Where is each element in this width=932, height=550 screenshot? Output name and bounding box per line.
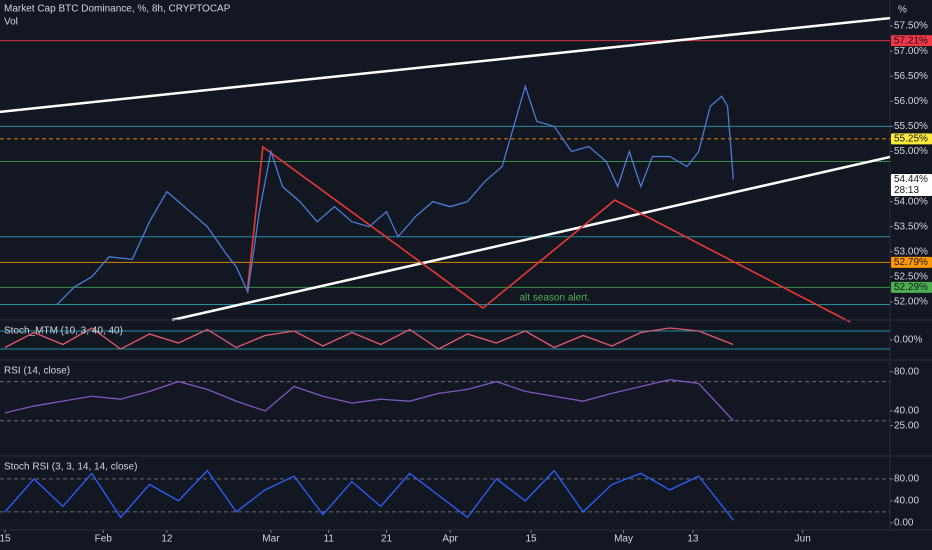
price-tag-label: 52.79% [894, 257, 928, 268]
panel-title: Market Cap BTC Dominance, %, 8h, CRYPTOC… [4, 4, 231, 15]
y-tick-label: 54.00% [894, 196, 928, 207]
trend-line [171, 155, 891, 322]
panel-title: Stoch RSI (3, 3, 14, 14, close) [4, 462, 137, 473]
x-tick-label: Apr [442, 534, 458, 545]
series-line [56, 84, 735, 305]
y-tick-label: 0.00% [894, 335, 922, 346]
y-tick-label: 52.50% [894, 272, 928, 283]
x-tick-label: Feb [95, 534, 113, 545]
y-tick-label: 52.00% [894, 297, 928, 308]
panel-title: Stoch_MTM (10, 3, 40, 40) [4, 326, 123, 337]
y-tick-label: 53.00% [894, 246, 928, 257]
y-tick-label: 57.00% [894, 46, 928, 57]
price-tag [891, 256, 932, 268]
price-tag [891, 133, 932, 145]
panel-title: RSI (14, close) [4, 366, 70, 377]
price-tag [891, 35, 932, 47]
axis-unit: % [898, 5, 907, 16]
y-tick-label: 53.50% [894, 221, 928, 232]
y-tick-label: 80.00 [894, 474, 919, 485]
y-tick-label: 25.00 [894, 420, 919, 431]
x-tick-label: Mar [262, 534, 280, 545]
y-tick-label: 40.00 [894, 496, 919, 507]
y-tick-label: 55.00% [894, 146, 928, 157]
x-tick-label: May [614, 534, 633, 545]
y-tick-label: 80.00 [894, 366, 919, 377]
series-line [4, 469, 734, 521]
price-axis [890, 0, 932, 550]
x-tick-label: 13 [687, 534, 699, 545]
y-tick-label: 0.00 [894, 517, 914, 528]
x-tick-label: 11 [324, 534, 335, 545]
panel-subtitle: Vol [4, 17, 18, 28]
y-tick-label: 56.00% [894, 96, 928, 107]
x-tick-label: 15 [525, 534, 537, 545]
y-tick-label: 56.50% [894, 71, 928, 82]
price-tag [891, 281, 932, 293]
price-tag-label: 54.44% [894, 174, 928, 185]
series-line [4, 327, 734, 350]
x-tick-label: Jun [795, 534, 811, 545]
y-tick-label: 57.50% [894, 21, 928, 32]
x-tick-label: 12 [161, 534, 173, 545]
price-tag-label: 57.21% [894, 35, 928, 46]
x-tick-label: 21 [381, 534, 393, 545]
series-line [4, 378, 734, 422]
price-tag [891, 174, 932, 197]
countdown: 28:13 [894, 185, 919, 196]
trend-line [246, 145, 851, 323]
y-tick-label: 40.00 [894, 406, 919, 417]
price-tag-label: 55.25% [894, 134, 928, 145]
y-tick-label: 55.50% [894, 121, 928, 132]
x-tick-label: 15 [0, 534, 11, 545]
annotation: alt season alert. [519, 293, 590, 304]
trend-line [0, 16, 891, 114]
price-tag-label: 52.29% [894, 282, 928, 293]
